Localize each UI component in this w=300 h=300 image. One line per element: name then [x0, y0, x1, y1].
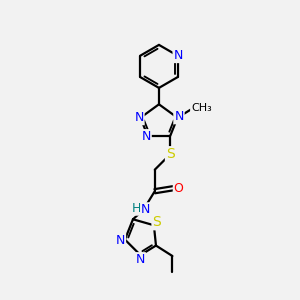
Text: N: N [136, 253, 145, 266]
Text: N: N [141, 130, 151, 143]
Text: N: N [116, 234, 125, 247]
Text: N: N [141, 203, 151, 216]
Text: H: H [132, 202, 142, 215]
Text: CH₃: CH₃ [191, 103, 212, 113]
Text: N: N [174, 110, 184, 123]
Text: O: O [174, 182, 184, 195]
Text: N: N [134, 111, 144, 124]
Text: S: S [166, 147, 175, 161]
Text: N: N [173, 49, 183, 62]
Text: S: S [152, 215, 161, 229]
